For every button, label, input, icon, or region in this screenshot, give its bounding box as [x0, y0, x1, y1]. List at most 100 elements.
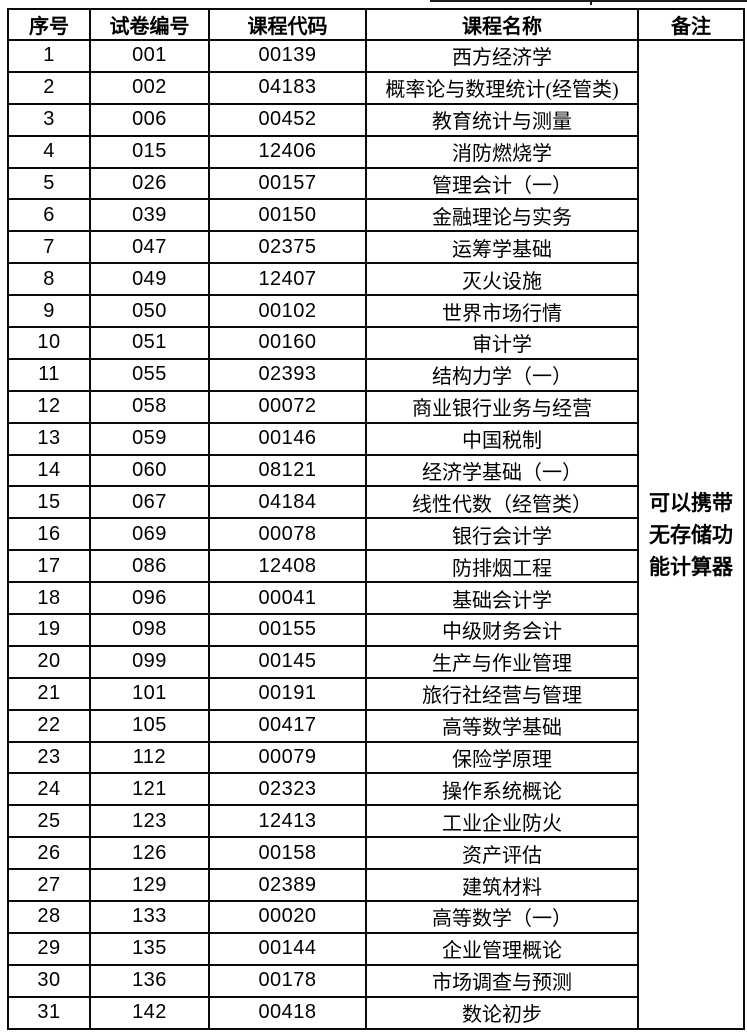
table-row: 26 126 00158 资产评估 — [7, 836, 744, 871]
course-name-cell: 灭火设施 — [365, 262, 639, 297]
row-index-cell: 9 — [7, 294, 91, 329]
course-name-cell: 运筹学基础 — [365, 230, 639, 265]
row-index-cell: 28 — [7, 900, 91, 934]
course-name-cell: 中国税制 — [365, 421, 639, 456]
course-code-cell: 02393 — [208, 357, 367, 392]
table-row: 30 136 00178 市场调查与预测 — [7, 963, 744, 998]
course-name-cell: 审计学 — [365, 326, 639, 360]
paper-number-cell: 050 — [89, 294, 210, 329]
table-row: 5 026 00157 管理会计（一） — [7, 166, 744, 201]
table-row: 4 015 12406 消防燃烧学 — [7, 134, 744, 169]
row-index-cell: 27 — [7, 868, 91, 903]
paper-number-cell: 047 — [89, 230, 210, 265]
row-index-cell: 29 — [7, 931, 91, 966]
header-remark: 备注 — [637, 8, 745, 41]
header-paper-number: 试卷编号 — [89, 8, 210, 41]
paper-number-cell: 133 — [89, 900, 210, 934]
row-index-cell: 17 — [7, 549, 91, 584]
table-row: 3 006 00452 教育统计与测量 — [7, 102, 744, 137]
course-code-cell: 00160 — [208, 326, 367, 360]
paper-number-cell: 067 — [89, 485, 210, 520]
paper-number-cell: 015 — [89, 134, 210, 169]
row-index-cell: 26 — [7, 836, 91, 871]
course-name-cell: 旅行社经营与管理 — [365, 676, 639, 711]
row-index-cell: 2 — [7, 70, 91, 105]
course-code-cell: 02389 — [208, 868, 367, 903]
course-code-cell: 00158 — [208, 836, 367, 871]
course-name-cell: 高等数学（一） — [365, 900, 639, 934]
row-index-cell: 22 — [7, 708, 91, 743]
row-index-cell: 3 — [7, 102, 91, 137]
paper-number-cell: 006 — [89, 102, 210, 137]
course-code-cell: 00041 — [208, 581, 367, 616]
course-name-cell: 企业管理概论 — [365, 931, 639, 966]
course-code-cell: 12413 — [208, 804, 367, 839]
table-row: 25 123 12413 工业企业防火 — [7, 804, 744, 839]
table-row: 9 050 00102 世界市场行情 — [7, 294, 744, 329]
row-index-cell: 21 — [7, 676, 91, 711]
table-row: 8 049 12407 灭火设施 — [7, 262, 744, 297]
row-index-cell: 8 — [7, 262, 91, 297]
paper-number-cell: 098 — [89, 613, 210, 647]
row-index-cell: 18 — [7, 581, 91, 616]
header-course-code: 课程代码 — [208, 8, 367, 41]
row-index-cell: 10 — [7, 326, 91, 360]
header-course-name: 课程名称 — [365, 8, 639, 41]
course-code-cell: 02375 — [208, 230, 367, 265]
row-index-cell: 16 — [7, 517, 91, 552]
course-name-cell: 工业企业防火 — [365, 804, 639, 839]
paper-number-cell: 026 — [89, 166, 210, 201]
course-code-cell: 00146 — [208, 421, 367, 456]
table-row: 6 039 00150 金融理论与实务 — [7, 198, 744, 233]
paper-number-cell: 135 — [89, 931, 210, 966]
course-name-cell: 基础会计学 — [365, 581, 639, 616]
course-code-cell: 08121 — [208, 453, 367, 488]
course-code-cell: 00102 — [208, 294, 367, 329]
paper-number-cell: 126 — [89, 836, 210, 871]
row-index-cell: 20 — [7, 644, 91, 679]
course-name-cell: 建筑材料 — [365, 868, 639, 903]
course-code-cell: 00191 — [208, 676, 367, 711]
table-row: 19 098 00155 中级财务会计 — [7, 613, 744, 647]
course-code-cell: 00178 — [208, 963, 367, 998]
paper-number-cell: 105 — [89, 708, 210, 743]
course-code-cell: 04184 — [208, 485, 367, 520]
course-name-cell: 经济学基础（一） — [365, 453, 639, 488]
course-name-cell: 概率论与数理统计(经管类) — [365, 70, 639, 105]
course-name-cell: 线性代数（经管类） — [365, 485, 639, 520]
course-code-cell: 00020 — [208, 900, 367, 934]
course-code-cell: 00157 — [208, 166, 367, 201]
row-index-cell: 1 — [7, 39, 91, 73]
row-index-cell: 25 — [7, 804, 91, 839]
row-index-cell: 13 — [7, 421, 91, 456]
exam-course-table: 序号 试卷编号 课程代码 课程名称 备注 1 001 00139 西方经济学 可以携带 … — [7, 8, 745, 1031]
row-index-cell: 6 — [7, 198, 91, 233]
course-name-cell: 消防燃烧学 — [365, 134, 639, 169]
table-row: 31 142 00418 数论初步 — [7, 995, 744, 1031]
paper-number-cell: 058 — [89, 389, 210, 424]
row-index-cell: 24 — [7, 772, 91, 807]
row-index-cell: 12 — [7, 389, 91, 424]
paper-number-cell: 055 — [89, 357, 210, 392]
paper-number-cell: 069 — [89, 517, 210, 552]
table-row: 10 051 00160 审计学 — [7, 326, 744, 360]
course-name-cell: 数论初步 — [365, 995, 639, 1031]
course-code-cell: 00452 — [208, 102, 367, 137]
course-name-cell: 市场调查与预测 — [365, 963, 639, 998]
paper-number-cell: 039 — [89, 198, 210, 233]
table-row: 29 135 00144 企业管理概论 — [7, 931, 744, 966]
course-code-cell: 00139 — [208, 39, 367, 73]
course-code-cell: 00144 — [208, 931, 367, 966]
course-code-cell: 12406 — [208, 134, 367, 169]
course-code-cell: 00155 — [208, 613, 367, 647]
course-code-cell: 02323 — [208, 772, 367, 807]
table-row: 1 001 00139 西方经济学 可以携带 无存储功 能计算器 — [7, 39, 745, 1030]
course-name-cell: 教育统计与测量 — [365, 102, 639, 137]
paper-number-cell: 096 — [89, 581, 210, 616]
course-code-cell: 00145 — [208, 644, 367, 679]
table-row: 13 059 00146 中国税制 — [7, 421, 744, 456]
header-index: 序号 — [7, 8, 91, 41]
row-index-cell: 11 — [7, 357, 91, 392]
row-index-cell: 23 — [7, 740, 91, 775]
